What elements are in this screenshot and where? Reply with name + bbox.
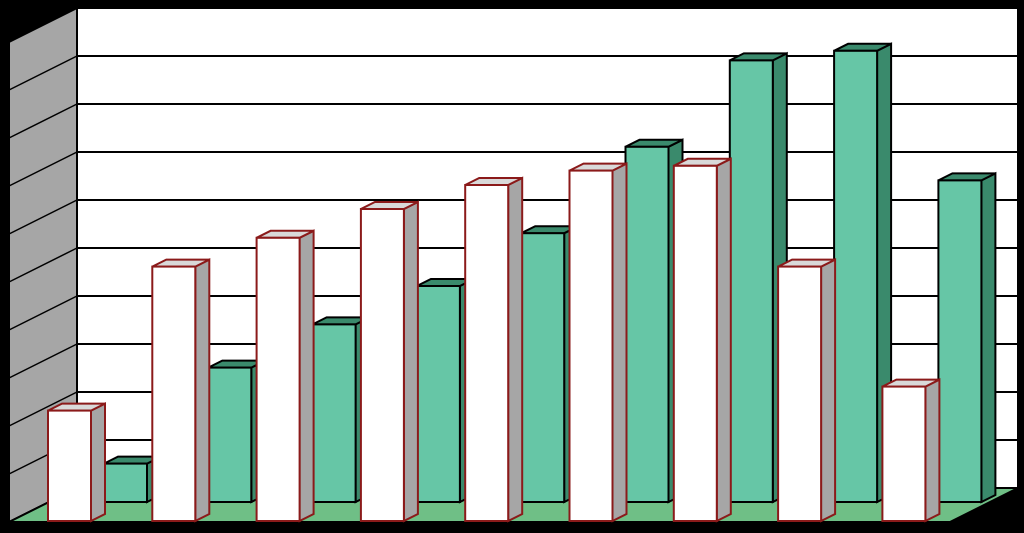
bar-series-2 [520,232,566,503]
gridline-side [8,391,78,427]
bar-series-2 [207,366,253,503]
gridline-side [8,199,78,235]
bar-series-2 [937,179,983,503]
gridline-side [8,247,78,283]
bar-series-1 [672,164,718,523]
bar-series-2 [311,323,357,503]
bar-series-1 [881,385,927,522]
bar-series-1-side [90,401,106,523]
bar-series-1-side [402,200,419,523]
bar-series-1 [777,265,823,522]
gridline-side [8,55,78,91]
gridline-side [8,295,78,331]
bar-series-2 [103,462,148,504]
bar-series-1-side [298,229,315,523]
bar-series-1 [47,409,92,523]
bar-series-1 [151,265,197,522]
bar-series-1 [568,169,614,522]
bar-series-1-side [611,161,628,523]
gridline-side [8,103,78,139]
bar-series-2 [624,145,670,504]
bar-series-1 [359,208,405,522]
bar-series-1 [255,236,301,523]
gridline-side [8,343,78,379]
bar-series-1-side [924,377,941,523]
bar-series-2 [833,49,879,504]
bar-series-1-side [715,157,732,523]
bar-series-1 [464,184,510,522]
bar-series-2-side [980,171,997,504]
bar-series-2 [728,59,774,504]
bar-series-1-side [507,176,524,523]
bar-series-1-side [194,257,211,523]
bar-series-2 [415,285,461,503]
bar-series-1-side [820,257,837,523]
gridline-side [8,151,78,187]
